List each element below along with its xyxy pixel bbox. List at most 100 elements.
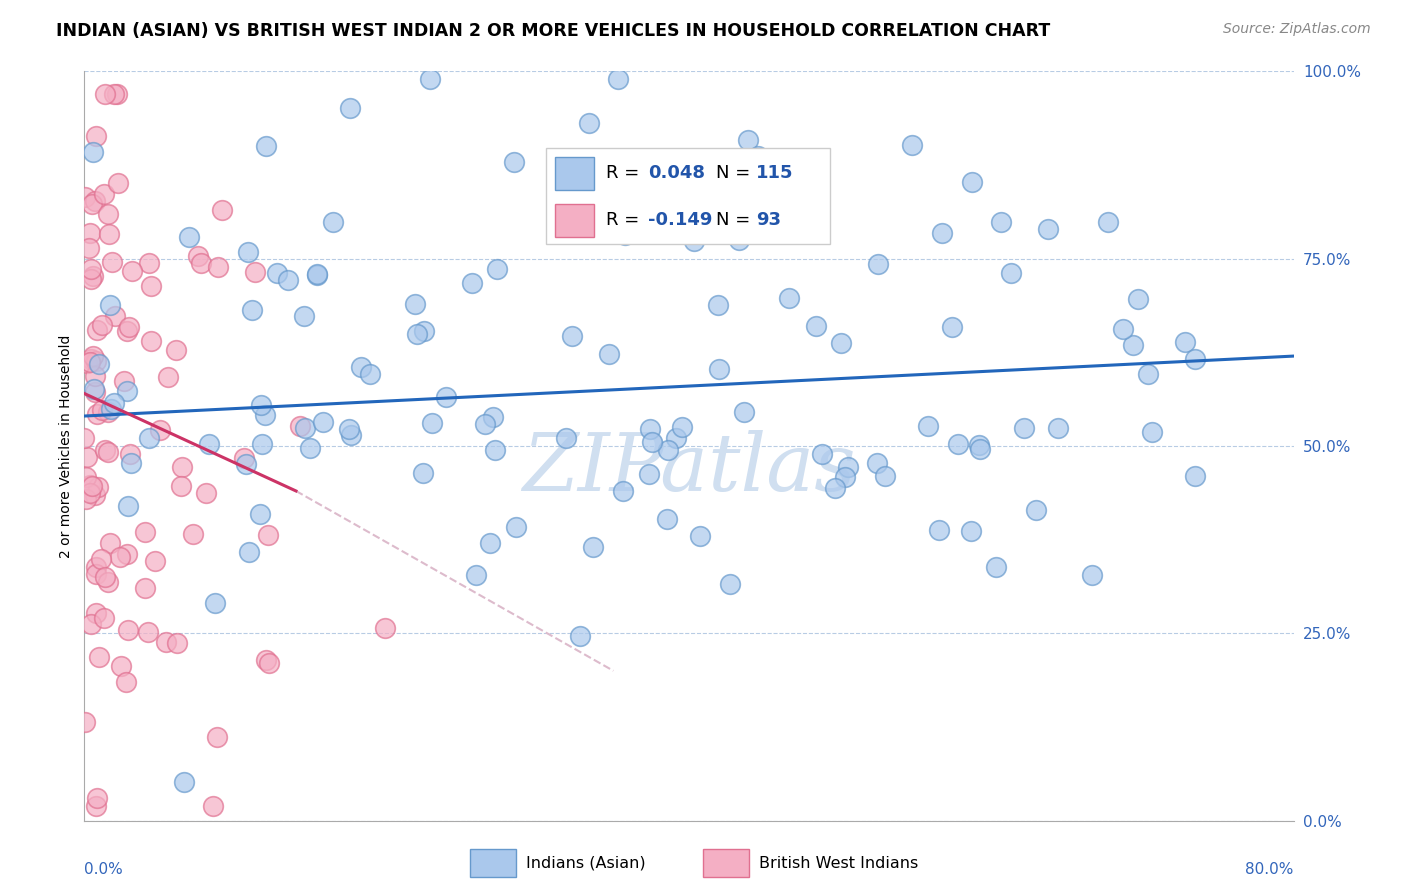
Point xyxy=(412,467,434,481)
Text: British West Indians: British West Indians xyxy=(759,855,918,871)
Point xyxy=(503,155,526,169)
FancyBboxPatch shape xyxy=(555,157,595,190)
Text: -0.149: -0.149 xyxy=(648,211,713,229)
Point xyxy=(87,650,110,665)
Point xyxy=(339,101,361,115)
Point xyxy=(104,309,127,323)
Point xyxy=(207,260,229,275)
Point xyxy=(257,656,280,670)
Point xyxy=(121,263,143,277)
Point xyxy=(1184,352,1206,367)
Point xyxy=(481,409,503,424)
Text: 0.0%: 0.0% xyxy=(84,862,124,877)
Point xyxy=(946,437,969,451)
Point xyxy=(79,478,101,492)
Point xyxy=(613,227,636,242)
Point xyxy=(434,390,457,404)
Point xyxy=(97,207,120,221)
Point xyxy=(97,404,120,418)
Point xyxy=(1142,425,1164,440)
Point xyxy=(118,319,141,334)
Point xyxy=(103,395,125,409)
Point xyxy=(824,481,846,495)
Point xyxy=(138,432,160,446)
Point xyxy=(211,202,233,217)
Point xyxy=(706,297,728,311)
Point xyxy=(655,512,678,526)
Point xyxy=(86,798,108,813)
Point xyxy=(84,488,107,502)
Text: INDIAN (ASIAN) VS BRITISH WEST INDIAN 2 OR MORE VEHICLES IN HOUSEHOLD CORRELATIO: INDIAN (ASIAN) VS BRITISH WEST INDIAN 2 … xyxy=(56,22,1050,40)
Point xyxy=(419,71,441,86)
Point xyxy=(665,431,688,445)
Point xyxy=(117,499,139,513)
Point xyxy=(138,256,160,270)
Text: Source: ZipAtlas.com: Source: ZipAtlas.com xyxy=(1223,22,1371,37)
Point xyxy=(82,145,104,160)
Point xyxy=(75,470,97,484)
Point xyxy=(830,336,852,351)
Point xyxy=(139,279,162,293)
Point xyxy=(298,442,321,456)
Point xyxy=(682,234,704,248)
Point xyxy=(181,526,204,541)
Point xyxy=(93,187,115,202)
Point xyxy=(155,635,177,649)
Point xyxy=(134,581,156,595)
Point xyxy=(86,559,108,574)
Point xyxy=(1025,503,1047,517)
Point xyxy=(86,790,108,805)
Point xyxy=(484,442,506,457)
Point xyxy=(82,349,104,363)
Point xyxy=(100,401,122,416)
Point xyxy=(960,175,983,189)
Point xyxy=(93,610,115,624)
Point xyxy=(359,367,381,381)
Point xyxy=(778,291,800,305)
Point xyxy=(689,528,711,542)
FancyBboxPatch shape xyxy=(470,849,516,877)
Point xyxy=(136,624,159,639)
Point xyxy=(79,355,101,369)
Point xyxy=(312,415,335,429)
Point xyxy=(79,241,101,255)
Point xyxy=(80,351,103,366)
Point xyxy=(1126,293,1149,307)
Point xyxy=(479,536,502,550)
Point xyxy=(98,298,121,312)
Point xyxy=(641,434,664,449)
Point xyxy=(165,343,187,358)
Point xyxy=(190,256,212,270)
Point xyxy=(1112,321,1135,335)
Text: R =: R = xyxy=(606,211,645,229)
Point xyxy=(170,459,193,474)
Point xyxy=(941,319,963,334)
Point xyxy=(569,629,592,643)
Point xyxy=(728,233,751,247)
Point xyxy=(928,523,950,537)
Point xyxy=(637,467,659,482)
FancyBboxPatch shape xyxy=(703,849,748,877)
Point xyxy=(112,374,135,388)
Point xyxy=(1174,335,1197,350)
Y-axis label: 2 or more Vehicles in Household: 2 or more Vehicles in Household xyxy=(59,334,73,558)
Point xyxy=(91,403,114,417)
Point xyxy=(84,567,107,582)
Point xyxy=(118,447,141,461)
Point xyxy=(465,567,488,582)
Point xyxy=(76,356,98,370)
Point xyxy=(350,360,373,375)
Point xyxy=(83,382,105,396)
Point xyxy=(1097,215,1119,229)
Point xyxy=(143,554,166,568)
Point xyxy=(82,268,104,283)
Point xyxy=(747,149,769,163)
Point xyxy=(79,226,101,240)
Point xyxy=(73,189,96,203)
Point xyxy=(205,730,228,744)
Point xyxy=(120,456,142,470)
Point xyxy=(84,128,107,143)
Point xyxy=(86,323,108,337)
Point xyxy=(931,226,953,240)
Point xyxy=(606,71,628,86)
